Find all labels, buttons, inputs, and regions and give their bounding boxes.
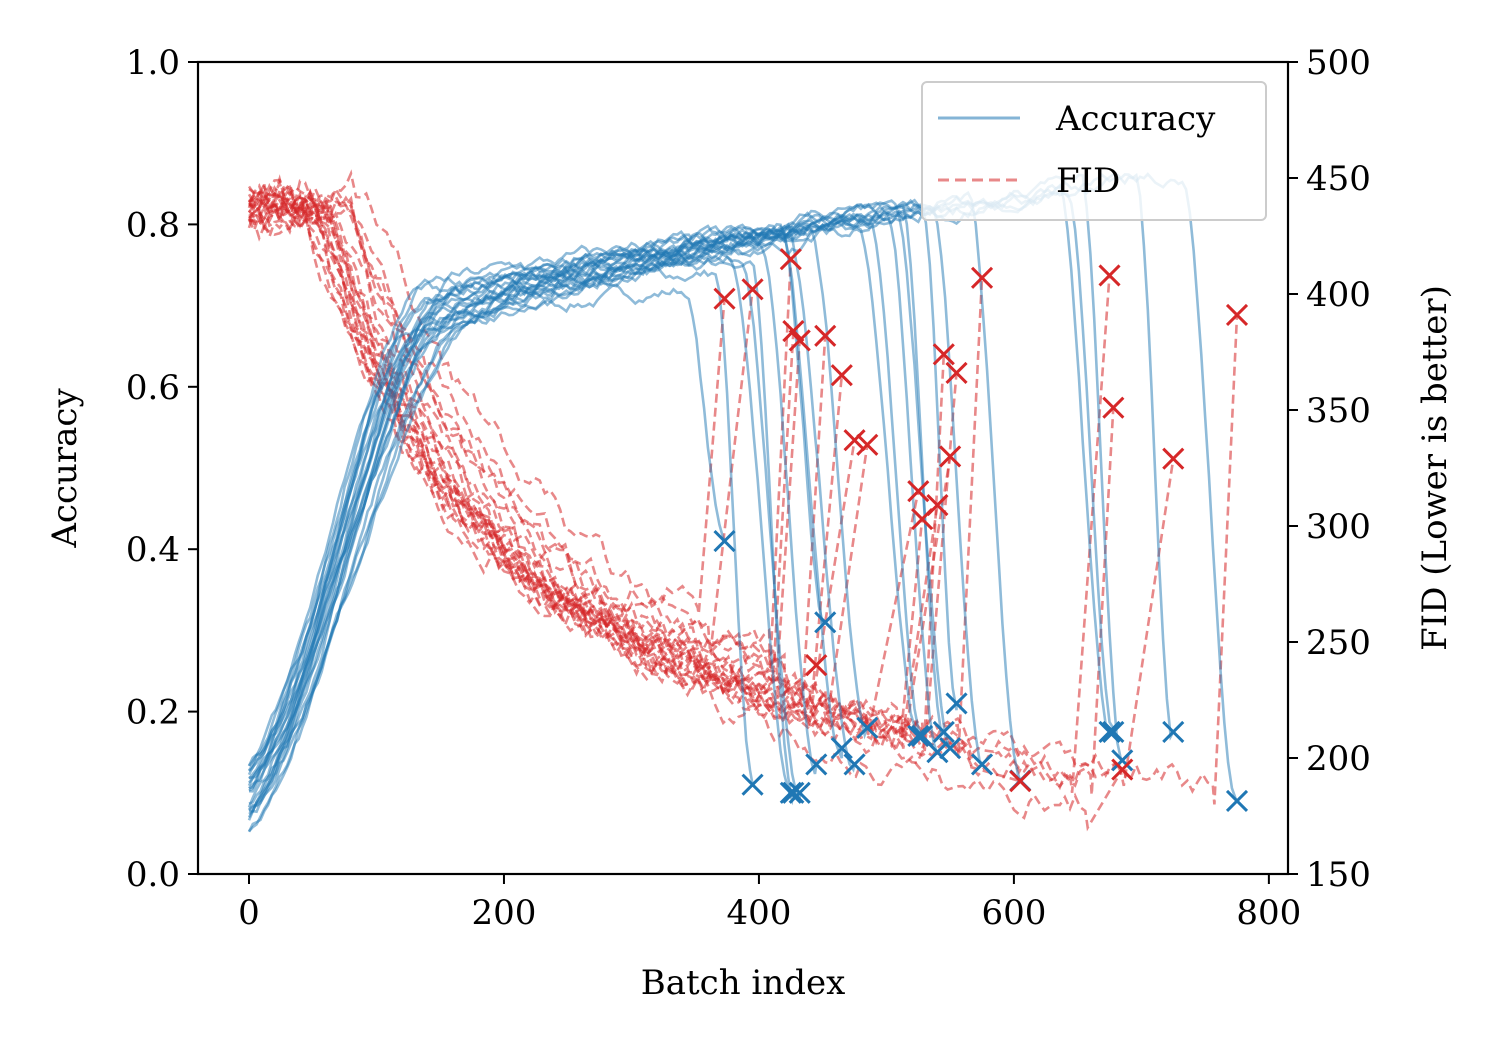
accuracy-end-marker xyxy=(1098,720,1121,743)
legend: Accuracy FID xyxy=(921,81,1267,221)
accuracy-end-marker xyxy=(1111,749,1134,772)
x-tick-label: 800 xyxy=(1236,893,1301,933)
fid-end-marker xyxy=(805,654,828,677)
fid-end-marker xyxy=(970,266,994,289)
fid-end-marker xyxy=(856,433,879,456)
fid-end-marker xyxy=(932,343,955,366)
accuracy-end-marker xyxy=(843,753,866,776)
y-axis-title: Accuracy xyxy=(45,388,85,549)
fid-end-marker xyxy=(741,278,764,301)
fid-end-marker xyxy=(1111,758,1134,781)
fid-end-marker xyxy=(1009,770,1032,793)
fid-run-line xyxy=(247,202,818,696)
y-tick-label: 0.6 xyxy=(126,368,180,408)
y2-tick-label: 350 xyxy=(1306,391,1371,431)
y2-tick-label: 250 xyxy=(1306,623,1371,663)
y2-tick-label: 450 xyxy=(1306,159,1371,199)
fid-run-line xyxy=(247,185,869,717)
y2-tick-label: 150 xyxy=(1306,855,1371,895)
accuracy-end-marker xyxy=(907,724,930,748)
y2-axis-title: FID (Lower is better) xyxy=(1415,285,1455,651)
accuracy-end-marker xyxy=(788,781,811,804)
fid-run-line xyxy=(248,188,958,752)
x-tick-label: 400 xyxy=(726,893,791,933)
accuracy-end-marker xyxy=(782,781,805,804)
accuracy-end-marker xyxy=(926,741,949,764)
fid-end-marker xyxy=(1102,396,1125,419)
fid-end-marker xyxy=(713,287,736,310)
accuracy-end-marker xyxy=(1225,789,1249,812)
plot-frame xyxy=(196,60,1290,876)
accuracy-end-marker xyxy=(741,773,764,796)
fid-end-marker xyxy=(945,361,968,384)
y-tick-label: 0.8 xyxy=(126,205,180,245)
accuracy-run-line xyxy=(247,224,826,808)
fid-series-group xyxy=(247,169,1239,832)
y-tick-label: 1.0 xyxy=(126,43,180,83)
fid-end-marker xyxy=(843,429,866,452)
fid-run-line xyxy=(247,200,920,736)
fid-end-marker xyxy=(1098,264,1121,287)
accuracy-end-marker xyxy=(932,720,955,743)
y-tick-label: 0.4 xyxy=(126,530,180,570)
fid-end-marker xyxy=(814,324,837,347)
accuracy-end-marker xyxy=(945,692,968,715)
accuracy-end-marker xyxy=(805,753,828,776)
fid-end-marker xyxy=(782,320,805,343)
x-axis-title: Batch index xyxy=(641,963,846,1003)
accuracy-end-marker xyxy=(814,611,837,634)
accuracy-run-line xyxy=(247,257,793,794)
fid-run-line xyxy=(248,178,1175,787)
accuracy-end-marker xyxy=(1102,720,1125,743)
fid-end-marker xyxy=(1162,447,1185,470)
accuracy-end-marker xyxy=(779,781,802,804)
fid-run-line xyxy=(247,174,754,654)
fid-end-marker xyxy=(830,364,853,387)
legend-accuracy-label: Accuracy xyxy=(1055,99,1216,139)
y-tick-label: 0.0 xyxy=(126,855,180,895)
accuracy-end-marker xyxy=(830,737,853,760)
y-tick-label: 0.2 xyxy=(126,693,180,733)
x-tick-label: 200 xyxy=(472,893,537,933)
accuracy-end-marker xyxy=(970,753,994,776)
fid-run-line xyxy=(247,184,726,615)
x-tick-label: 600 xyxy=(981,893,1046,933)
fid-end-marker xyxy=(1225,303,1249,326)
y2-tick-label: 500 xyxy=(1306,43,1371,83)
accuracy-end-marker xyxy=(713,530,736,553)
y-axis-left: 0.0 0.2 0.4 0.6 0.8 1.0 xyxy=(126,43,198,895)
end-marker-group xyxy=(713,248,1249,812)
accuracy-end-marker xyxy=(856,716,879,739)
accuracy-end-marker xyxy=(1162,720,1185,743)
x-axis: 0 200 400 600 800 xyxy=(238,874,1301,933)
y2-tick-label: 400 xyxy=(1306,275,1371,315)
fid-end-marker xyxy=(926,494,949,517)
x-tick-label: 0 xyxy=(238,893,260,933)
fid-end-marker xyxy=(779,248,802,271)
fid-run-line xyxy=(248,194,952,749)
y2-tick-label: 300 xyxy=(1306,507,1371,547)
fid-run-line xyxy=(247,192,1124,832)
legend-fid-label: FID xyxy=(1056,161,1120,201)
y-axis-right: 150 200 250 300 350 400 450 500 xyxy=(1288,43,1371,895)
fid-end-marker xyxy=(907,480,930,503)
fid-end-marker xyxy=(939,445,962,468)
fid-end-marker xyxy=(788,329,811,352)
y2-tick-label: 200 xyxy=(1306,739,1371,779)
accuracy-end-marker xyxy=(939,737,962,760)
